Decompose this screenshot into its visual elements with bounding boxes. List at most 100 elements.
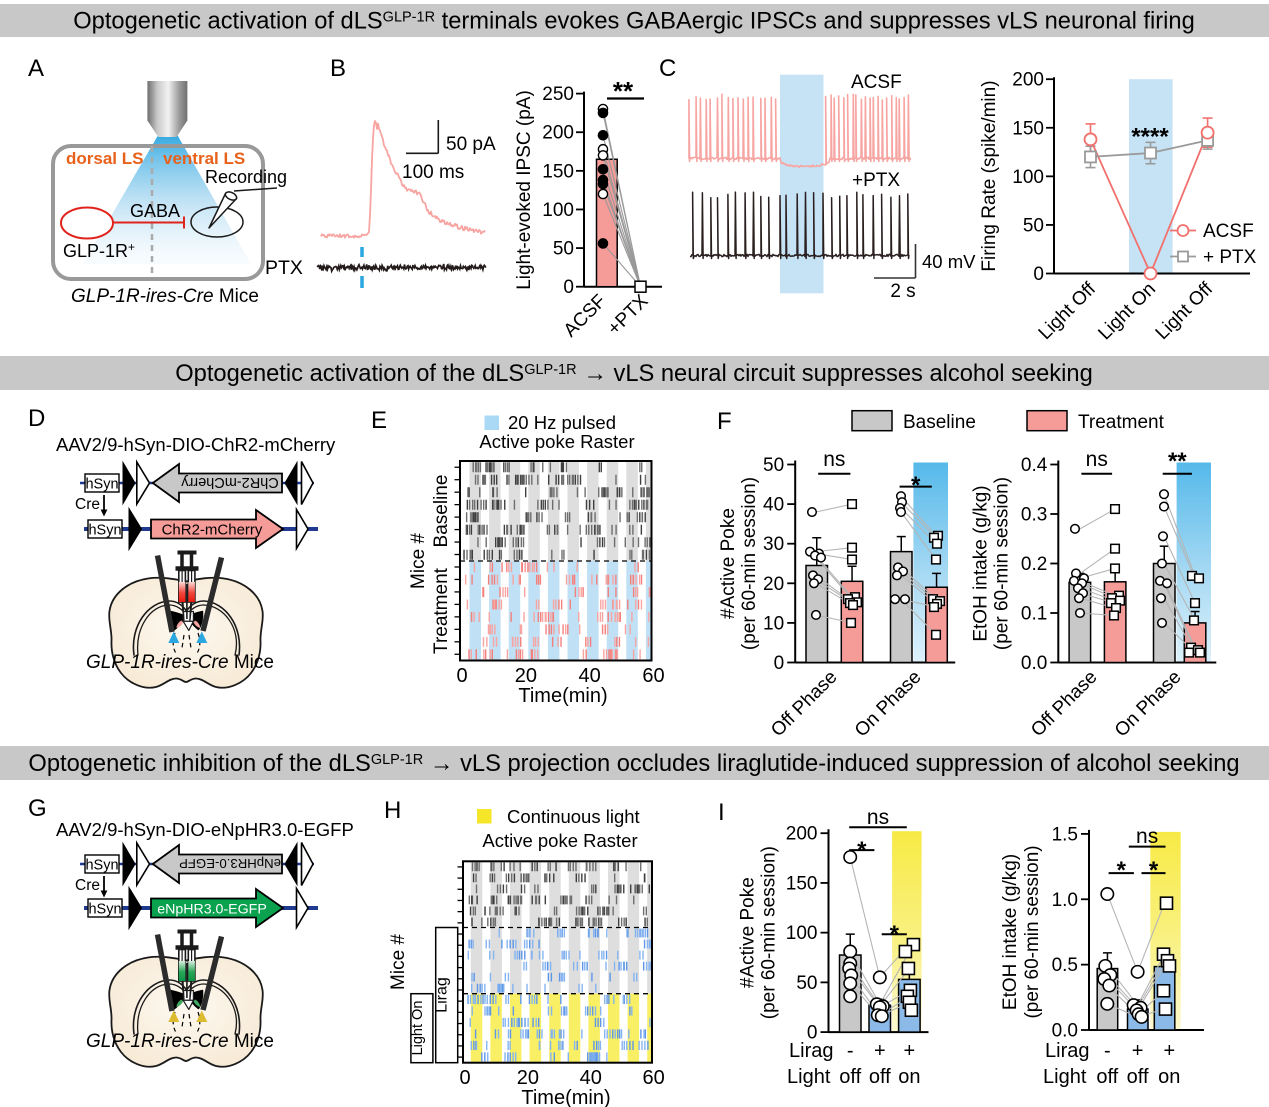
svg-text:Light On: Light On	[410, 1001, 426, 1056]
svg-text:50: 50	[1023, 215, 1044, 236]
svg-text:Mice #: Mice #	[388, 934, 409, 990]
svg-text:ACSF: ACSF	[851, 72, 902, 93]
svg-text:**: **	[613, 76, 634, 106]
svg-text:*: *	[1117, 857, 1127, 884]
svg-text:Optogenetic activation of the: Optogenetic activation of the dLSGLP-1R …	[175, 361, 1093, 387]
svg-text:20 Hz pulsed: 20 Hz pulsed	[508, 412, 616, 433]
svg-text:EtOH intake (g/kg): EtOH intake (g/kg)	[1000, 854, 1021, 1010]
svg-text:Lirag: Lirag	[789, 1040, 833, 1062]
svg-text:*: *	[1149, 857, 1159, 884]
svg-text:GABA: GABA	[130, 201, 180, 221]
svg-text:0: 0	[459, 1067, 470, 1089]
svg-text:0: 0	[774, 653, 785, 674]
svg-text:150: 150	[542, 161, 574, 182]
svg-text:100: 100	[542, 200, 574, 221]
svg-text:20: 20	[517, 1067, 539, 1089]
svg-text:200: 200	[786, 824, 818, 845]
svg-text:GLP-1R+: GLP-1R+	[63, 240, 135, 261]
svg-text:on: on	[898, 1066, 920, 1088]
svg-text:Continuous light: Continuous light	[507, 806, 640, 827]
svg-text:eNpHR3.0-EGFP: eNpHR3.0-EGFP	[157, 902, 267, 918]
svg-text:(per 60-min session): (per 60-min session)	[739, 477, 760, 650]
svg-text:off: off	[1096, 1066, 1118, 1088]
svg-text:40 mV: 40 mV	[922, 251, 976, 272]
svg-text:G: G	[28, 795, 47, 822]
svg-text:ns: ns	[867, 806, 889, 829]
svg-text:****: ****	[1131, 124, 1169, 151]
svg-text:Active poke Raster: Active poke Raster	[479, 431, 634, 452]
svg-text:Light: Light	[1043, 1066, 1087, 1088]
svg-text:+: +	[1163, 1040, 1175, 1062]
svg-text:Cre: Cre	[75, 877, 100, 894]
svg-text:#Active Poke: #Active Poke	[738, 877, 759, 988]
svg-text:ventral LS: ventral LS	[163, 149, 245, 168]
svg-text:Optogenetic activation of dLSG: Optogenetic activation of dLSGLP-1R term…	[73, 9, 1195, 35]
svg-text:0: 0	[807, 1023, 818, 1044]
svg-text:ns: ns	[1086, 448, 1108, 471]
svg-text:Off Phase: Off Phase	[1027, 667, 1101, 741]
svg-text:2 s: 2 s	[890, 281, 915, 302]
svg-text:GLP-1R-ires-Cre Mice: GLP-1R-ires-Cre Mice	[86, 1031, 274, 1052]
svg-text:Light Off: Light Off	[1152, 278, 1218, 344]
svg-text:+: +	[1132, 1040, 1144, 1062]
svg-text:250: 250	[542, 84, 574, 105]
svg-text:60: 60	[642, 665, 664, 687]
svg-text:Active poke Raster: Active poke Raster	[482, 830, 637, 851]
svg-text:Time(min): Time(min)	[518, 685, 607, 707]
svg-text:+ PTX: + PTX	[1203, 247, 1257, 268]
svg-text:(per 60-min session): (per 60-min session)	[1022, 845, 1043, 1018]
svg-text:Lirag: Lirag	[1045, 1040, 1089, 1062]
svg-text:ChR2-mCherry: ChR2-mCherry	[181, 474, 279, 490]
svg-text:+PTX: +PTX	[852, 170, 900, 191]
svg-text:Treatment: Treatment	[431, 567, 452, 654]
svg-text:50: 50	[763, 455, 784, 476]
svg-text:150: 150	[1012, 118, 1044, 139]
svg-text:0.3: 0.3	[1021, 505, 1047, 526]
svg-text:ACSF: ACSF	[560, 291, 611, 342]
svg-text:On Phase: On Phase	[851, 667, 926, 742]
svg-text:Light Off: Light Off	[1035, 278, 1101, 344]
svg-text:Light: Light	[787, 1066, 831, 1088]
svg-text:1.5: 1.5	[1052, 824, 1078, 845]
svg-text:(per 60-min session): (per 60-min session)	[991, 477, 1012, 650]
svg-text:+PTX: +PTX	[604, 290, 653, 339]
svg-text:0.0: 0.0	[1052, 1021, 1078, 1042]
svg-text:*: *	[911, 472, 921, 499]
svg-text:50: 50	[553, 239, 574, 260]
svg-text:on: on	[1158, 1066, 1180, 1088]
svg-text:+: +	[904, 1040, 916, 1062]
svg-text:Time(min): Time(min)	[521, 1087, 610, 1107]
svg-text:B: B	[330, 55, 346, 82]
svg-text:ns: ns	[1136, 825, 1158, 848]
svg-text:40: 40	[763, 495, 784, 516]
svg-text:GLP-1R-ires-Cre Mice: GLP-1R-ires-Cre Mice	[86, 652, 274, 673]
svg-text:0: 0	[563, 277, 574, 298]
svg-text:50 pA: 50 pA	[446, 134, 496, 155]
svg-text:60: 60	[642, 1067, 664, 1089]
svg-text:I: I	[718, 799, 725, 826]
svg-text:200: 200	[542, 123, 574, 144]
svg-text:On Phase: On Phase	[1111, 667, 1186, 742]
svg-text:Optogenetic inhibition of the: Optogenetic inhibition of the dLSGLP-1R …	[28, 751, 1239, 777]
svg-text:-: -	[847, 1040, 854, 1062]
svg-text:Recording: Recording	[205, 167, 287, 187]
svg-text:200: 200	[1012, 70, 1044, 91]
svg-text:0.5: 0.5	[1052, 955, 1078, 976]
svg-text:hSyn: hSyn	[85, 477, 118, 493]
svg-text:F: F	[717, 408, 732, 435]
svg-text:*: *	[857, 837, 867, 864]
svg-text:Firing Rate (spike/min): Firing Rate (spike/min)	[979, 80, 1000, 271]
svg-text:off: off	[839, 1066, 861, 1088]
svg-text:1.0: 1.0	[1052, 890, 1078, 911]
svg-text:0.2: 0.2	[1021, 554, 1047, 575]
svg-text:(per 60-min session): (per 60-min session)	[759, 846, 780, 1019]
svg-text:100: 100	[786, 923, 818, 944]
svg-text:PTX: PTX	[265, 257, 303, 279]
svg-text:H: H	[384, 797, 401, 824]
svg-text:40: 40	[579, 665, 601, 687]
svg-text:0: 0	[456, 665, 467, 687]
svg-text:-: -	[1104, 1040, 1111, 1062]
svg-text:40: 40	[580, 1067, 602, 1089]
svg-text:0.0: 0.0	[1021, 653, 1047, 674]
svg-text:100: 100	[1012, 167, 1044, 188]
